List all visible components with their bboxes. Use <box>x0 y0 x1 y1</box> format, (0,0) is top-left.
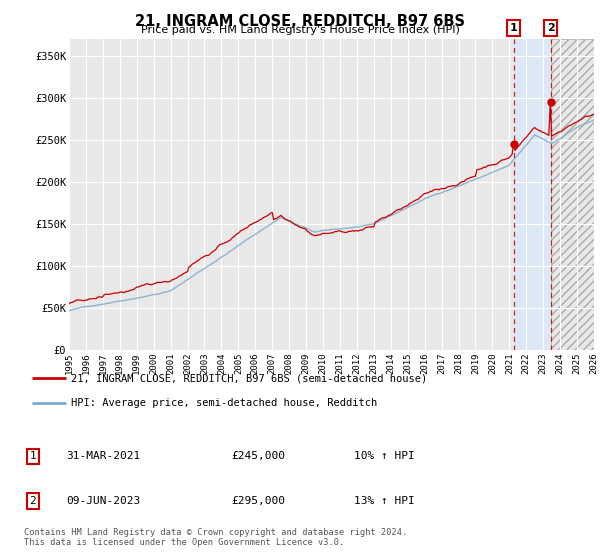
Text: Contains HM Land Registry data © Crown copyright and database right 2024.
This d: Contains HM Land Registry data © Crown c… <box>24 528 407 547</box>
Bar <box>551 39 594 350</box>
Text: 09-JUN-2023: 09-JUN-2023 <box>66 496 140 506</box>
Bar <box>514 39 551 350</box>
Text: 21, INGRAM CLOSE, REDDITCH, B97 6BS (semi-detached house): 21, INGRAM CLOSE, REDDITCH, B97 6BS (sem… <box>71 374 427 384</box>
Bar <box>551 39 594 350</box>
Text: HPI: Average price, semi-detached house, Redditch: HPI: Average price, semi-detached house,… <box>71 398 377 408</box>
Text: 10% ↑ HPI: 10% ↑ HPI <box>354 451 415 461</box>
Text: 21, INGRAM CLOSE, REDDITCH, B97 6BS: 21, INGRAM CLOSE, REDDITCH, B97 6BS <box>135 14 465 29</box>
Text: 2: 2 <box>547 23 554 33</box>
Text: £245,000: £245,000 <box>231 451 285 461</box>
Text: 13% ↑ HPI: 13% ↑ HPI <box>354 496 415 506</box>
Text: £295,000: £295,000 <box>231 496 285 506</box>
Text: 1: 1 <box>29 451 37 461</box>
Text: 2: 2 <box>29 496 37 506</box>
Text: 31-MAR-2021: 31-MAR-2021 <box>66 451 140 461</box>
Text: 1: 1 <box>509 23 517 33</box>
Text: Price paid vs. HM Land Registry's House Price Index (HPI): Price paid vs. HM Land Registry's House … <box>140 25 460 35</box>
